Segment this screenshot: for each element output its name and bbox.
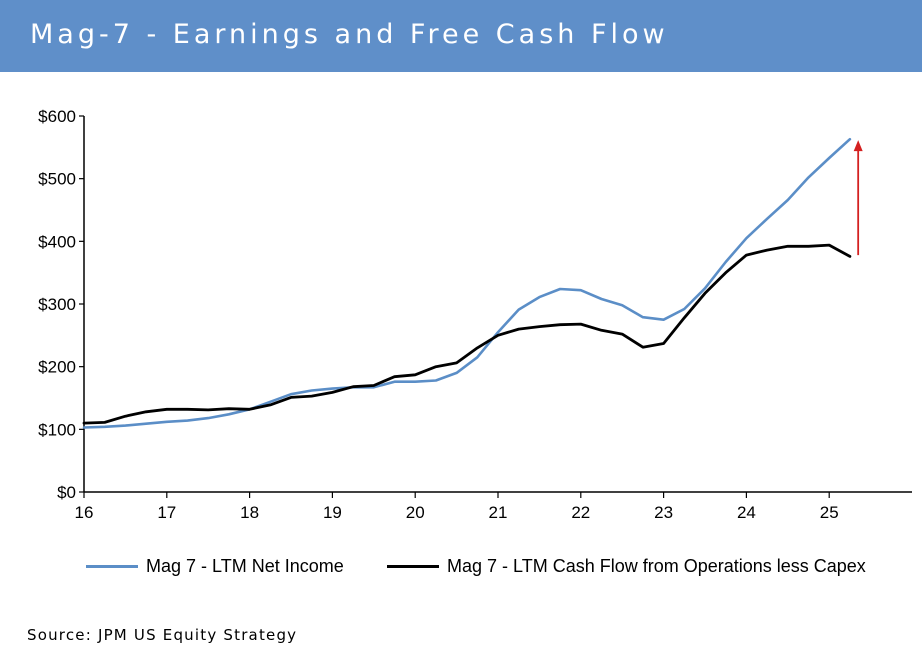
x-tick-label: 23	[654, 503, 673, 522]
x-tick-label: 19	[323, 503, 342, 522]
y-tick-label: $400	[38, 232, 76, 251]
y-tick-label: $100	[38, 420, 76, 439]
x-tick-label: 21	[489, 503, 508, 522]
y-tick-label: $600	[38, 107, 76, 126]
y-tick-label: $300	[38, 295, 76, 314]
x-tick-label: 20	[406, 503, 425, 522]
legend: Mag 7 - LTM Net Income Mag 7 - LTM Cash …	[0, 552, 922, 580]
legend-item-cash-flow: Mag 7 - LTM Cash Flow from Operations le…	[387, 552, 866, 580]
y-tick-label: $0	[57, 483, 76, 502]
y-tick-label: $500	[38, 170, 76, 189]
legend-item-net-income: Mag 7 - LTM Net Income	[86, 552, 344, 580]
x-tick-label: 22	[571, 503, 590, 522]
title-bar: Mag-7 - Earnings and Free Cash Flow	[0, 0, 922, 72]
x-tick-label: 18	[240, 503, 259, 522]
legend-label-cash-flow: Mag 7 - LTM Cash Flow from Operations le…	[447, 555, 866, 576]
x-tick-label: 17	[157, 503, 176, 522]
x-tick-label: 25	[820, 503, 839, 522]
series-line-cash-flow	[82, 243, 852, 425]
legend-swatch-cash-flow	[387, 564, 439, 568]
annotation-arrow-head	[853, 140, 863, 152]
legend-label-net-income: Mag 7 - LTM Net Income	[146, 555, 344, 576]
series-line-net-income	[82, 137, 852, 429]
chart-title: Mag-7 - Earnings and Free Cash Flow	[30, 19, 669, 50]
y-tick-label: $200	[38, 358, 76, 377]
x-tick-label: 24	[737, 503, 756, 522]
source-note: Source: JPM US Equity Strategy	[27, 626, 298, 644]
x-tick-label: 16	[75, 503, 94, 522]
legend-swatch-net-income	[86, 564, 138, 568]
